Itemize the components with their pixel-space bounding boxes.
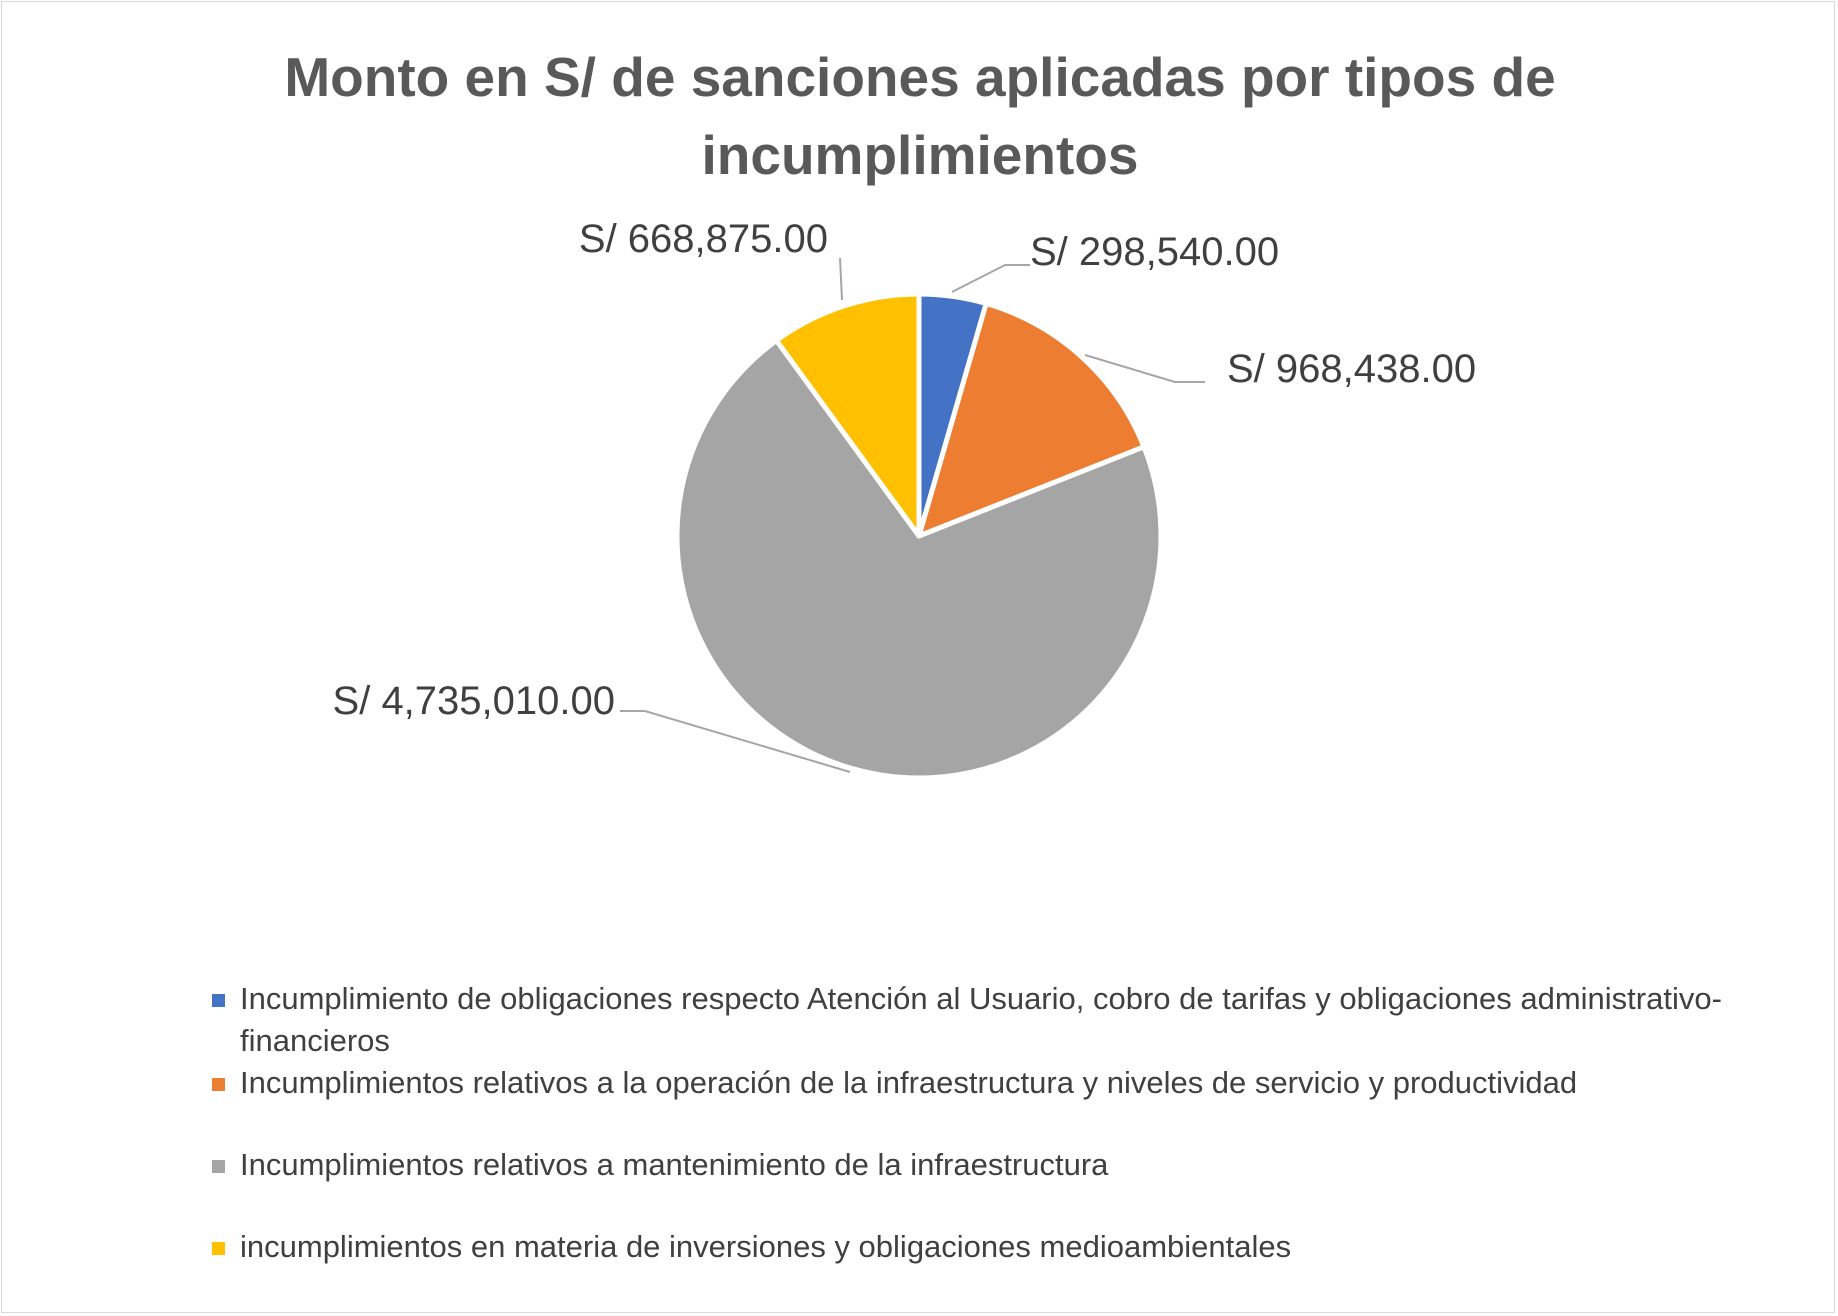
legend-label: Incumplimientos relativos a la operación…	[240, 1065, 1578, 1100]
data-label-atencion-usuario: S/ 298,540.00	[1030, 230, 1279, 274]
data-label-operacion: S/ 968,438.00	[1227, 347, 1476, 391]
legend-label: incumplimientos en materia de inversione…	[240, 1229, 1292, 1264]
pie-slice-mantenimiento	[674, 337, 1164, 781]
legend-marker-blue	[212, 994, 225, 1007]
data-label-inversiones: S/ 668,875.00	[579, 217, 828, 261]
pie-slice-operacion	[916, 301, 1147, 539]
leader-line-inversiones	[839, 257, 843, 301]
legend-marker-yellow	[212, 1242, 225, 1255]
leader-line-mantenimiento	[620, 710, 851, 773]
data-label-mantenimiento: S/ 4,735,010.00	[333, 679, 615, 723]
leader-line-atencion-usuario	[951, 264, 1030, 293]
pie-slice-inversiones	[773, 291, 922, 539]
legend-label: Incumplimientos relativos a mantenimient…	[240, 1147, 1109, 1182]
legend-label: Incumplimiento de obligaciones respecto …	[240, 981, 1722, 1058]
leader-line-operacion	[1084, 354, 1205, 383]
chart-title: Monto en S/ de sanciones aplicadas por t…	[284, 46, 1556, 186]
legend-marker-orange	[212, 1078, 225, 1091]
legend-marker-gray	[212, 1160, 225, 1173]
